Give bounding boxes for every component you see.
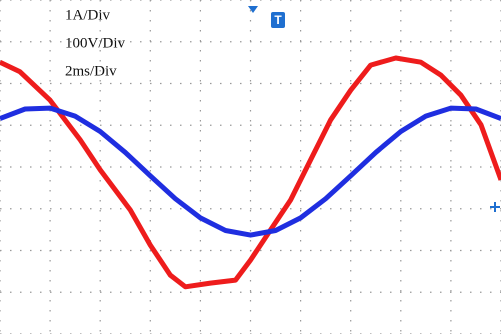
- scale-label: 100V/Div: [65, 35, 126, 51]
- scale-label: 1A/Div: [65, 7, 111, 23]
- scope-screen: T 1A/Div 100V/Div 2ms/Div: [0, 0, 501, 334]
- trigger-marker: T: [274, 13, 282, 27]
- scale-label: 2ms/Div: [65, 63, 117, 79]
- page: T 1A/Div 100V/Div 2ms/Div (() => { const…: [0, 0, 501, 334]
